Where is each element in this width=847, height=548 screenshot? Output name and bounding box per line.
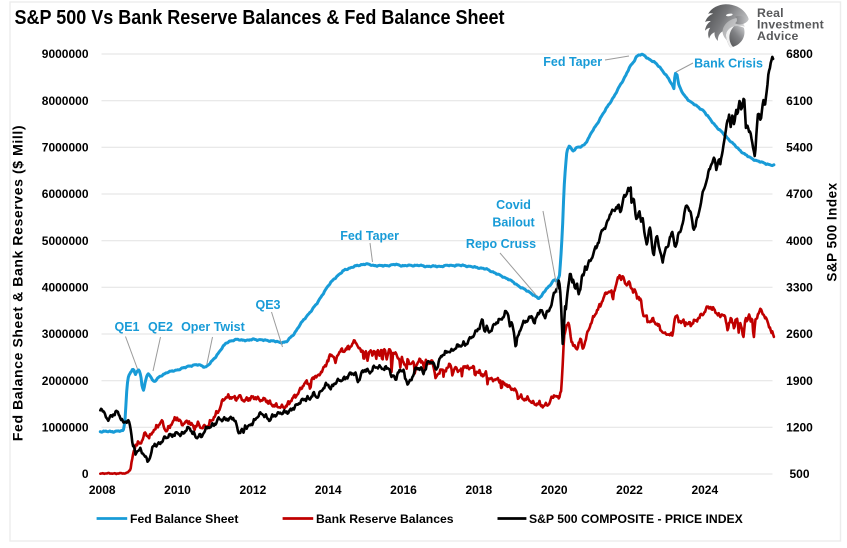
svg-text:S&P 500 Index: S&P 500 Index [825,182,840,281]
svg-text:Investment: Investment [757,17,824,31]
svg-text:1900: 1900 [786,374,813,388]
svg-text:Advice: Advice [757,29,799,43]
svg-text:Repo Cruss: Repo Cruss [466,237,536,251]
svg-text:6000000: 6000000 [42,187,89,201]
svg-text:4000: 4000 [786,234,813,248]
svg-text:2600: 2600 [786,327,813,341]
svg-text:1000000: 1000000 [42,421,89,435]
svg-text:4000000: 4000000 [42,281,89,295]
svg-text:6100: 6100 [786,94,813,108]
svg-text:9000000: 9000000 [42,47,89,61]
svg-text:8000000: 8000000 [42,94,89,108]
svg-text:S&P 500 Vs Bank Reserve Balanc: S&P 500 Vs Bank Reserve Balances & Fed B… [15,7,505,29]
svg-text:QE2: QE2 [148,320,173,334]
svg-text:2018: 2018 [465,483,492,497]
svg-text:Oper Twist: Oper Twist [181,320,246,334]
svg-text:2024: 2024 [691,483,718,497]
svg-text:2022: 2022 [616,483,643,497]
svg-text:2014: 2014 [315,483,342,497]
svg-text:2020: 2020 [541,483,568,497]
svg-text:QE1: QE1 [114,320,139,334]
svg-text:0: 0 [82,467,89,481]
svg-text:Covid: Covid [496,198,531,212]
svg-text:Fed Balance Sheet & Bank Reser: Fed Balance Sheet & Bank Reserves ($ Mil… [10,125,26,441]
svg-text:2010: 2010 [164,483,191,497]
svg-text:Bank Reserve Balances: Bank Reserve Balances [316,512,454,526]
svg-text:5400: 5400 [786,141,813,155]
svg-text:Bank Crisis: Bank Crisis [694,57,763,71]
svg-text:3300: 3300 [786,281,813,295]
svg-text:500: 500 [789,467,809,481]
svg-text:Fed Taper: Fed Taper [543,55,602,69]
svg-text:QE3: QE3 [255,298,280,312]
svg-text:7000000: 7000000 [42,141,89,155]
svg-text:1200: 1200 [786,421,813,435]
svg-text:S&P 500 COMPOSITE - PRICE INDE: S&P 500 COMPOSITE - PRICE INDEX [529,512,744,526]
svg-text:3000000: 3000000 [42,327,89,341]
svg-text:5000000: 5000000 [42,234,89,248]
svg-text:Bailout: Bailout [492,216,535,230]
svg-text:Real: Real [757,6,784,20]
svg-text:4700: 4700 [786,187,813,201]
svg-text:2012: 2012 [240,483,267,497]
svg-text:2000000: 2000000 [42,374,89,388]
svg-text:Fed Balance Sheet: Fed Balance Sheet [130,512,238,526]
svg-text:Fed Taper: Fed Taper [340,229,399,243]
svg-text:2008: 2008 [89,483,116,497]
svg-text:2016: 2016 [390,483,417,497]
svg-text:6800: 6800 [786,47,813,61]
